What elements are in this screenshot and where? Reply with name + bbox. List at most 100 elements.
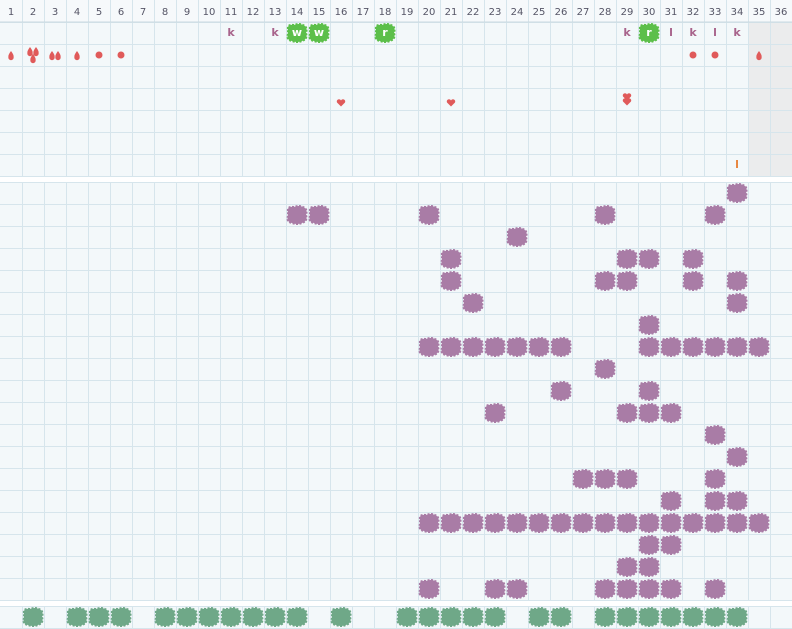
grid-blob (638, 315, 660, 335)
grid-blob (418, 337, 440, 357)
footer-blob (594, 607, 616, 627)
badge-letter: w (314, 26, 324, 39)
grid-blob (506, 227, 528, 247)
column-number: 19 (401, 7, 414, 18)
grid-blob (616, 579, 638, 599)
letter-mark: k (689, 26, 697, 39)
footer-blob (440, 607, 462, 627)
grid-blob (660, 403, 682, 423)
letter-mark: k (733, 26, 741, 39)
grid-blob (638, 579, 660, 599)
footer-blob (660, 607, 682, 627)
footer-blob (198, 607, 220, 627)
footer-blob (66, 607, 88, 627)
badge (638, 23, 660, 43)
grid-blob (704, 579, 726, 599)
grid-blob (572, 469, 594, 489)
grid-blob (484, 403, 506, 423)
dot-icon (95, 51, 103, 59)
badge-letter: r (382, 26, 388, 39)
badge-letter: w (292, 26, 302, 39)
footer-blob (550, 607, 572, 627)
grid-blob (308, 205, 330, 225)
column-number: 9 (184, 7, 190, 18)
footer-blob (264, 607, 286, 627)
grid-blob (616, 403, 638, 423)
grid-blob (462, 293, 484, 313)
column-number: 35 (753, 7, 766, 18)
letter-mark: l (713, 26, 717, 39)
grid-blob (726, 447, 748, 467)
grid-blob (638, 557, 660, 577)
column-number: 13 (269, 7, 282, 18)
grid-blob (638, 381, 660, 401)
grid-blob (638, 403, 660, 423)
column-number: 24 (511, 7, 524, 18)
column-number: 27 (577, 7, 590, 18)
grid-blob (704, 491, 726, 511)
column-number: 7 (140, 7, 146, 18)
dot-icon (689, 51, 697, 59)
grid-blob (572, 513, 594, 533)
grid-blob (682, 337, 704, 357)
grid-blob (594, 359, 616, 379)
grid-blob (418, 513, 440, 533)
column-number: 14 (291, 7, 304, 18)
grid-blob (440, 337, 462, 357)
grid-blob (726, 513, 748, 533)
footer-blob (176, 607, 198, 627)
grid-blob (704, 425, 726, 445)
letter-mark: l (735, 158, 739, 171)
grid-blob (660, 513, 682, 533)
grid-blob (528, 337, 550, 357)
letter-mark: l (669, 26, 673, 39)
footer-blob (396, 607, 418, 627)
grid-blob (440, 249, 462, 269)
column-number: 12 (247, 7, 260, 18)
column-number: 6 (118, 7, 124, 18)
grid-blob (748, 337, 770, 357)
footer-blob (154, 607, 176, 627)
footer-blob (682, 607, 704, 627)
footer-blob (726, 607, 748, 627)
grid-blob (660, 337, 682, 357)
column-number: 36 (775, 7, 788, 18)
grid-blob (462, 513, 484, 533)
footer-blob (88, 607, 110, 627)
column-number: 15 (313, 7, 326, 18)
grid-blob (616, 469, 638, 489)
grid-blob (484, 337, 506, 357)
column-number: 25 (533, 7, 546, 18)
footer-blob (22, 607, 44, 627)
grid-blob (462, 337, 484, 357)
grid-blob (682, 271, 704, 291)
grid-blob (616, 557, 638, 577)
grid-blob (660, 535, 682, 555)
column-number: 2 (30, 7, 36, 18)
badge (286, 23, 308, 43)
grid-blob (682, 513, 704, 533)
grid-blob (726, 337, 748, 357)
letter-mark: k (227, 26, 235, 39)
grid-blob (440, 513, 462, 533)
footer-blob (220, 607, 242, 627)
grid-blob (506, 513, 528, 533)
dot-icon (711, 51, 719, 59)
grid-blob (726, 293, 748, 313)
column-number: 16 (335, 7, 348, 18)
grid-blob (704, 469, 726, 489)
footer-blob (242, 607, 264, 627)
grid-blob (550, 513, 572, 533)
column-number: 20 (423, 7, 436, 18)
grid-blob (616, 513, 638, 533)
grid-blob (506, 337, 528, 357)
column-number: 30 (643, 7, 656, 18)
grid-blob (748, 513, 770, 533)
column-number: 10 (203, 7, 216, 18)
grid-blob (638, 513, 660, 533)
footer-blob (286, 607, 308, 627)
footer-blob (528, 607, 550, 627)
grid-blob (286, 205, 308, 225)
